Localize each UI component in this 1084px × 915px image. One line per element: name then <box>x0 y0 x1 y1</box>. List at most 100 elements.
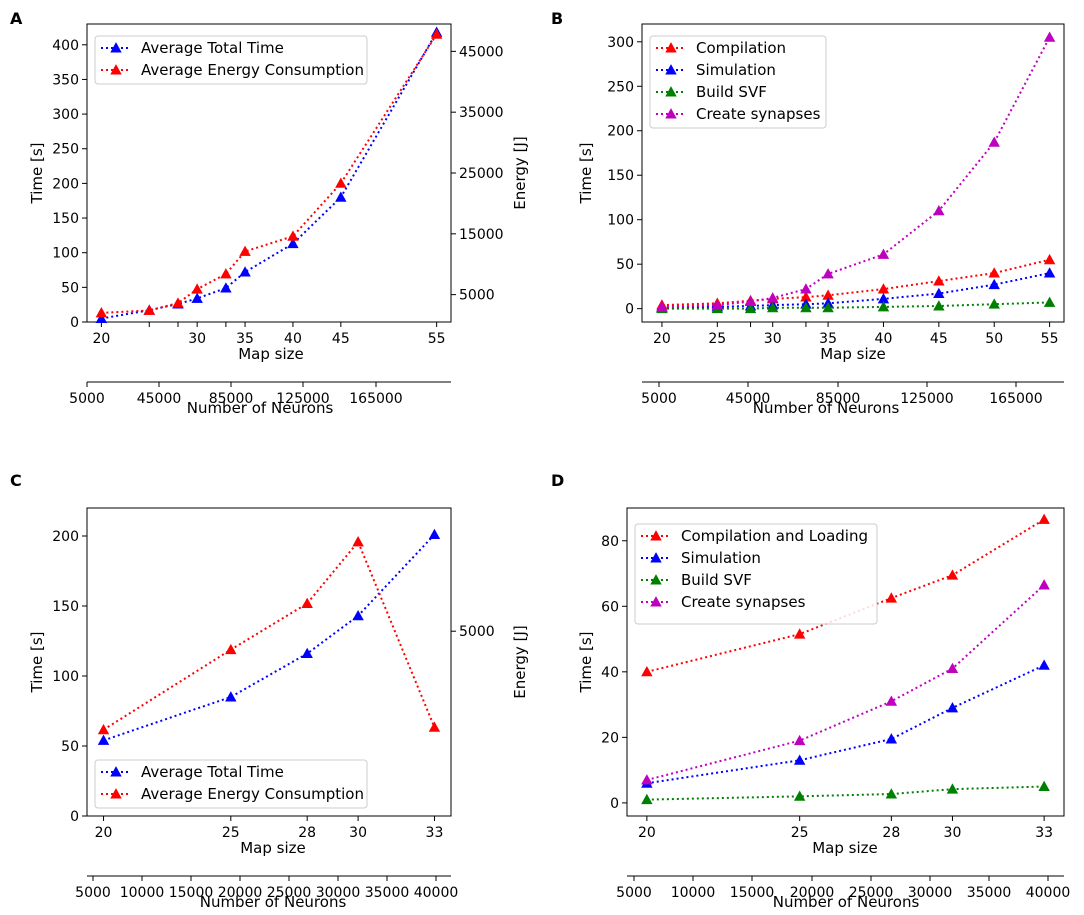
x2-tick-label: 125000 <box>900 391 953 407</box>
x-tick-label: 25 <box>708 331 726 347</box>
x-tick-label: 28 <box>298 825 316 841</box>
data-point <box>800 283 812 294</box>
x-tick-label: 45 <box>930 331 948 347</box>
data-point <box>744 302 757 314</box>
data-point <box>800 301 812 313</box>
y-tick-label: 300 <box>607 35 634 51</box>
data-point <box>877 301 890 312</box>
legend-entry: Build SVF <box>681 571 752 589</box>
y-tick-label: 50 <box>61 280 79 296</box>
x-tick-label: 30 <box>944 825 962 841</box>
data-point <box>946 662 959 674</box>
data-point <box>225 643 237 655</box>
data-point <box>988 136 1000 147</box>
data-point <box>946 569 959 580</box>
series-line-2 <box>661 301 1050 310</box>
data-point <box>95 312 108 323</box>
y-tick-label: 150 <box>607 168 634 184</box>
y-tick-label: 80 <box>601 534 619 550</box>
legend-marker <box>650 596 662 607</box>
data-point <box>335 191 347 202</box>
y-tick-label: 100 <box>52 246 79 262</box>
legend-marker <box>650 552 662 563</box>
x-tick-label: 20 <box>638 825 656 841</box>
y2-tick-label: 5000 <box>459 624 495 640</box>
data-point <box>301 597 313 608</box>
y-tick-label: 100 <box>52 669 79 685</box>
x-tick-label: 20 <box>92 331 110 347</box>
y2-tick-label: 15000 <box>459 227 504 243</box>
x2-tick-label: 5000 <box>69 391 105 407</box>
y-tick-label: 40 <box>601 665 619 681</box>
x-tick-label: 20 <box>95 825 113 841</box>
x2-axis-label: Number of Neurons <box>200 893 347 911</box>
legend-marker <box>110 788 122 799</box>
data-point <box>220 282 232 293</box>
legend-marker <box>650 574 662 585</box>
data-point <box>793 628 806 639</box>
x-tick-label: 28 <box>882 825 900 841</box>
x-tick-label: 55 <box>1041 331 1059 347</box>
legend: Compilation Simulation Build SVF Create syn… <box>649 35 827 129</box>
legend-entry: Simulation <box>696 61 776 79</box>
data-point <box>933 275 945 286</box>
y2-tick-label: 25000 <box>459 166 504 182</box>
x2-tick-label: 30000 <box>908 885 953 901</box>
legend-entry: Build SVF <box>696 83 767 101</box>
x-axis-label: Map size <box>812 839 878 857</box>
data-point <box>1043 267 1056 278</box>
x-tick-label: 25 <box>222 825 240 841</box>
data-point <box>885 695 898 706</box>
plot-frame <box>626 507 1065 817</box>
x2-tick-label: 40000 <box>414 885 459 901</box>
legend-box <box>649 35 827 129</box>
data-point <box>641 774 653 785</box>
series-line-0 <box>661 258 1050 307</box>
data-point <box>172 297 184 308</box>
data-point <box>793 754 806 765</box>
series-line-1 <box>661 272 1050 309</box>
y2-tick-label: 45000 <box>459 44 504 60</box>
panel-letter: C <box>10 471 22 490</box>
y-tick-label: 0 <box>610 796 619 812</box>
x2-tick-label: 10000 <box>120 885 165 901</box>
y-tick-label: 20 <box>601 730 619 746</box>
data-point <box>352 536 364 547</box>
y-tick-label: 200 <box>52 529 79 545</box>
y-tick-label: 60 <box>601 599 619 615</box>
x2-tick-label: 35000 <box>365 885 410 901</box>
data-point <box>933 204 945 216</box>
data-point <box>239 245 251 256</box>
data-point <box>239 266 251 277</box>
x2-axis-label: Number of Neurons <box>773 893 920 911</box>
series-line-3 <box>646 584 1045 781</box>
y2-axis-label: Energy [J] <box>511 625 529 698</box>
legend-marker <box>110 64 122 75</box>
y-tick-label: 250 <box>52 142 79 158</box>
x-tick-label: 30 <box>188 331 206 347</box>
series-line-1 <box>103 539 436 731</box>
legend-entry: Compilation and Loading <box>681 527 868 545</box>
data-point <box>822 301 834 313</box>
y-tick-label: 50 <box>616 257 634 273</box>
x2-tick-label: 25000 <box>267 885 312 901</box>
x-tick-label: 25 <box>791 825 809 841</box>
legend-entry: Simulation <box>681 549 761 567</box>
data-point <box>744 295 757 307</box>
data-point <box>95 307 108 318</box>
series-line-2 <box>646 785 1045 801</box>
data-point <box>191 292 203 303</box>
data-point <box>793 734 806 746</box>
data-point <box>143 304 155 315</box>
legend-marker <box>665 86 677 97</box>
x-axis-label: Map size <box>240 839 306 857</box>
x2-tick-label: 5000 <box>616 885 652 901</box>
x2-tick-label: 35000 <box>967 885 1012 901</box>
data-point <box>885 733 898 744</box>
x2-tick-label: 20000 <box>218 885 263 901</box>
chart-panel-B: B 0 50 100 150 200 250 300 20 25 30 35 40 45 50 55 Map s… <box>551 9 1065 417</box>
x2-axis-label: Number of Neurons <box>753 399 900 417</box>
legend-box <box>94 759 368 809</box>
y-axis-label: Time [s] <box>577 143 595 205</box>
